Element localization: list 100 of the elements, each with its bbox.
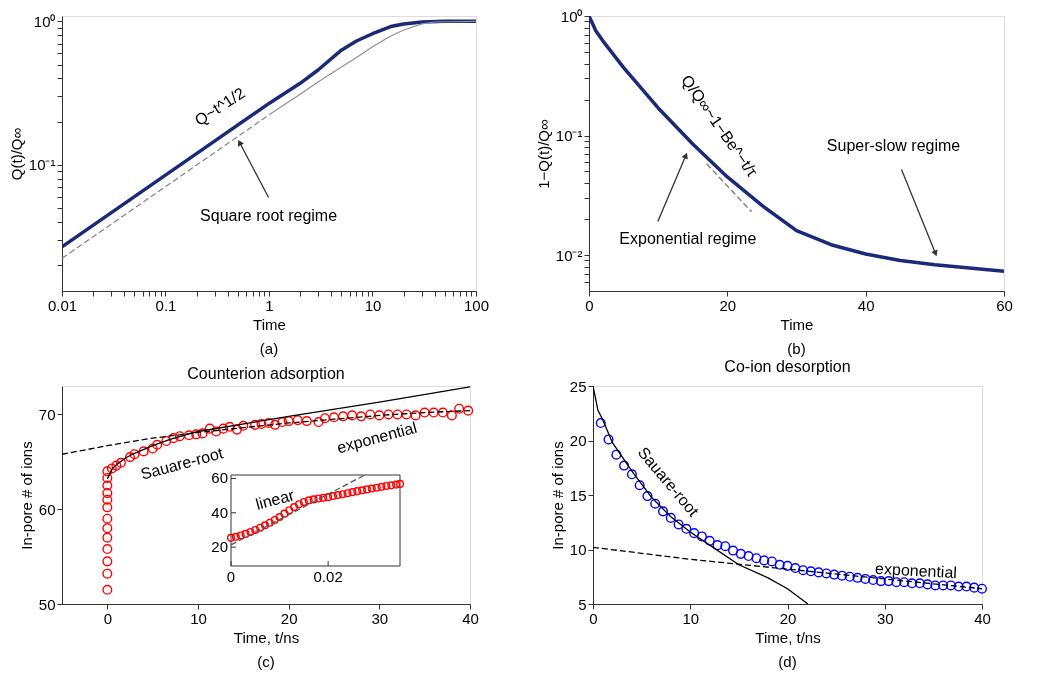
x-tick-label: 10 — [364, 296, 382, 314]
point — [798, 565, 809, 576]
x-tick-label: 20 — [280, 609, 298, 627]
point — [106, 463, 117, 474]
x-tick-label: 100 — [463, 296, 490, 314]
point — [102, 544, 113, 555]
point — [236, 531, 245, 540]
point — [319, 493, 328, 502]
annotation: linear — [253, 486, 297, 513]
line-series — [589, 16, 1004, 274]
x-tick-label: 0.1 — [155, 296, 177, 314]
text: (c) — [257, 653, 275, 670]
point — [720, 541, 731, 552]
point — [304, 496, 313, 505]
y-tick-label: 10⁰ — [560, 7, 583, 25]
x-tick-label: 30 — [371, 609, 389, 627]
point — [805, 566, 816, 577]
point — [463, 405, 474, 416]
point — [161, 435, 172, 446]
x-tick-label: 10 — [190, 609, 207, 627]
y-tick-label: 40 — [211, 503, 228, 521]
point — [377, 482, 386, 491]
point — [324, 493, 333, 502]
point — [681, 523, 692, 534]
point — [365, 409, 376, 420]
point — [392, 480, 401, 489]
point — [382, 481, 391, 491]
point — [129, 449, 140, 460]
annotation: Exponential regime — [619, 229, 757, 247]
point — [218, 423, 229, 434]
point — [930, 580, 941, 591]
point — [712, 540, 723, 551]
y-tick-label: 5 — [578, 595, 587, 613]
point — [374, 410, 385, 421]
x-axis-title: Time, t/ns — [233, 628, 300, 646]
x-tick-label: 40 — [974, 609, 991, 627]
point — [728, 545, 739, 556]
point — [102, 556, 113, 567]
point — [383, 409, 394, 420]
point — [197, 428, 208, 439]
point — [241, 529, 250, 538]
text: (b) — [787, 340, 806, 357]
point — [314, 494, 323, 503]
point — [356, 411, 367, 422]
point — [275, 513, 284, 522]
annotation: Square root regime — [200, 206, 338, 224]
point — [704, 535, 715, 546]
point — [367, 484, 376, 493]
point — [102, 472, 113, 483]
point — [294, 500, 304, 509]
point — [338, 411, 349, 422]
point — [270, 515, 279, 525]
x-tick-label: 0 — [226, 568, 236, 585]
point — [689, 528, 700, 539]
y-tick-label: 70 — [38, 405, 56, 423]
point — [102, 480, 113, 491]
point — [174, 431, 185, 442]
y-tick-label: 10⁻¹ — [555, 127, 583, 145]
point — [102, 532, 113, 543]
point — [347, 410, 358, 421]
y-axis-title: Q(t)/Q∞ — [7, 127, 25, 181]
point — [372, 483, 381, 492]
x-tick-label: 0 — [589, 609, 598, 627]
point — [938, 580, 949, 591]
point — [852, 572, 863, 583]
y-tick-label: 10⁻² — [555, 246, 583, 264]
x-tick-label: 0.02 — [313, 568, 343, 585]
point — [250, 419, 261, 430]
point — [362, 485, 372, 494]
point — [735, 548, 746, 559]
point — [328, 412, 340, 423]
point — [102, 513, 113, 524]
point — [410, 410, 421, 421]
point — [343, 489, 352, 498]
point — [102, 466, 113, 477]
point — [619, 460, 630, 471]
point — [395, 479, 405, 488]
y-tick-label: 60 — [38, 500, 56, 518]
point — [299, 497, 308, 506]
chart-title: Co-ion desorption — [724, 358, 851, 375]
x-tick-label: 10 — [682, 609, 700, 627]
point — [256, 523, 265, 532]
y-tick-label: 10 — [569, 541, 587, 558]
point — [168, 433, 179, 444]
point — [419, 407, 430, 418]
point — [743, 551, 754, 562]
point — [358, 486, 367, 495]
point — [454, 403, 465, 414]
point — [256, 418, 267, 429]
point — [626, 469, 637, 480]
point — [102, 502, 113, 513]
y-axis-title: 1−Q(t)/Q∞ — [534, 118, 552, 189]
point — [246, 527, 255, 537]
point — [277, 417, 288, 428]
point — [111, 460, 122, 471]
x-tick-label: 1 — [265, 296, 274, 314]
point — [231, 424, 243, 435]
point — [673, 519, 684, 530]
point — [292, 415, 303, 426]
point — [265, 518, 274, 527]
